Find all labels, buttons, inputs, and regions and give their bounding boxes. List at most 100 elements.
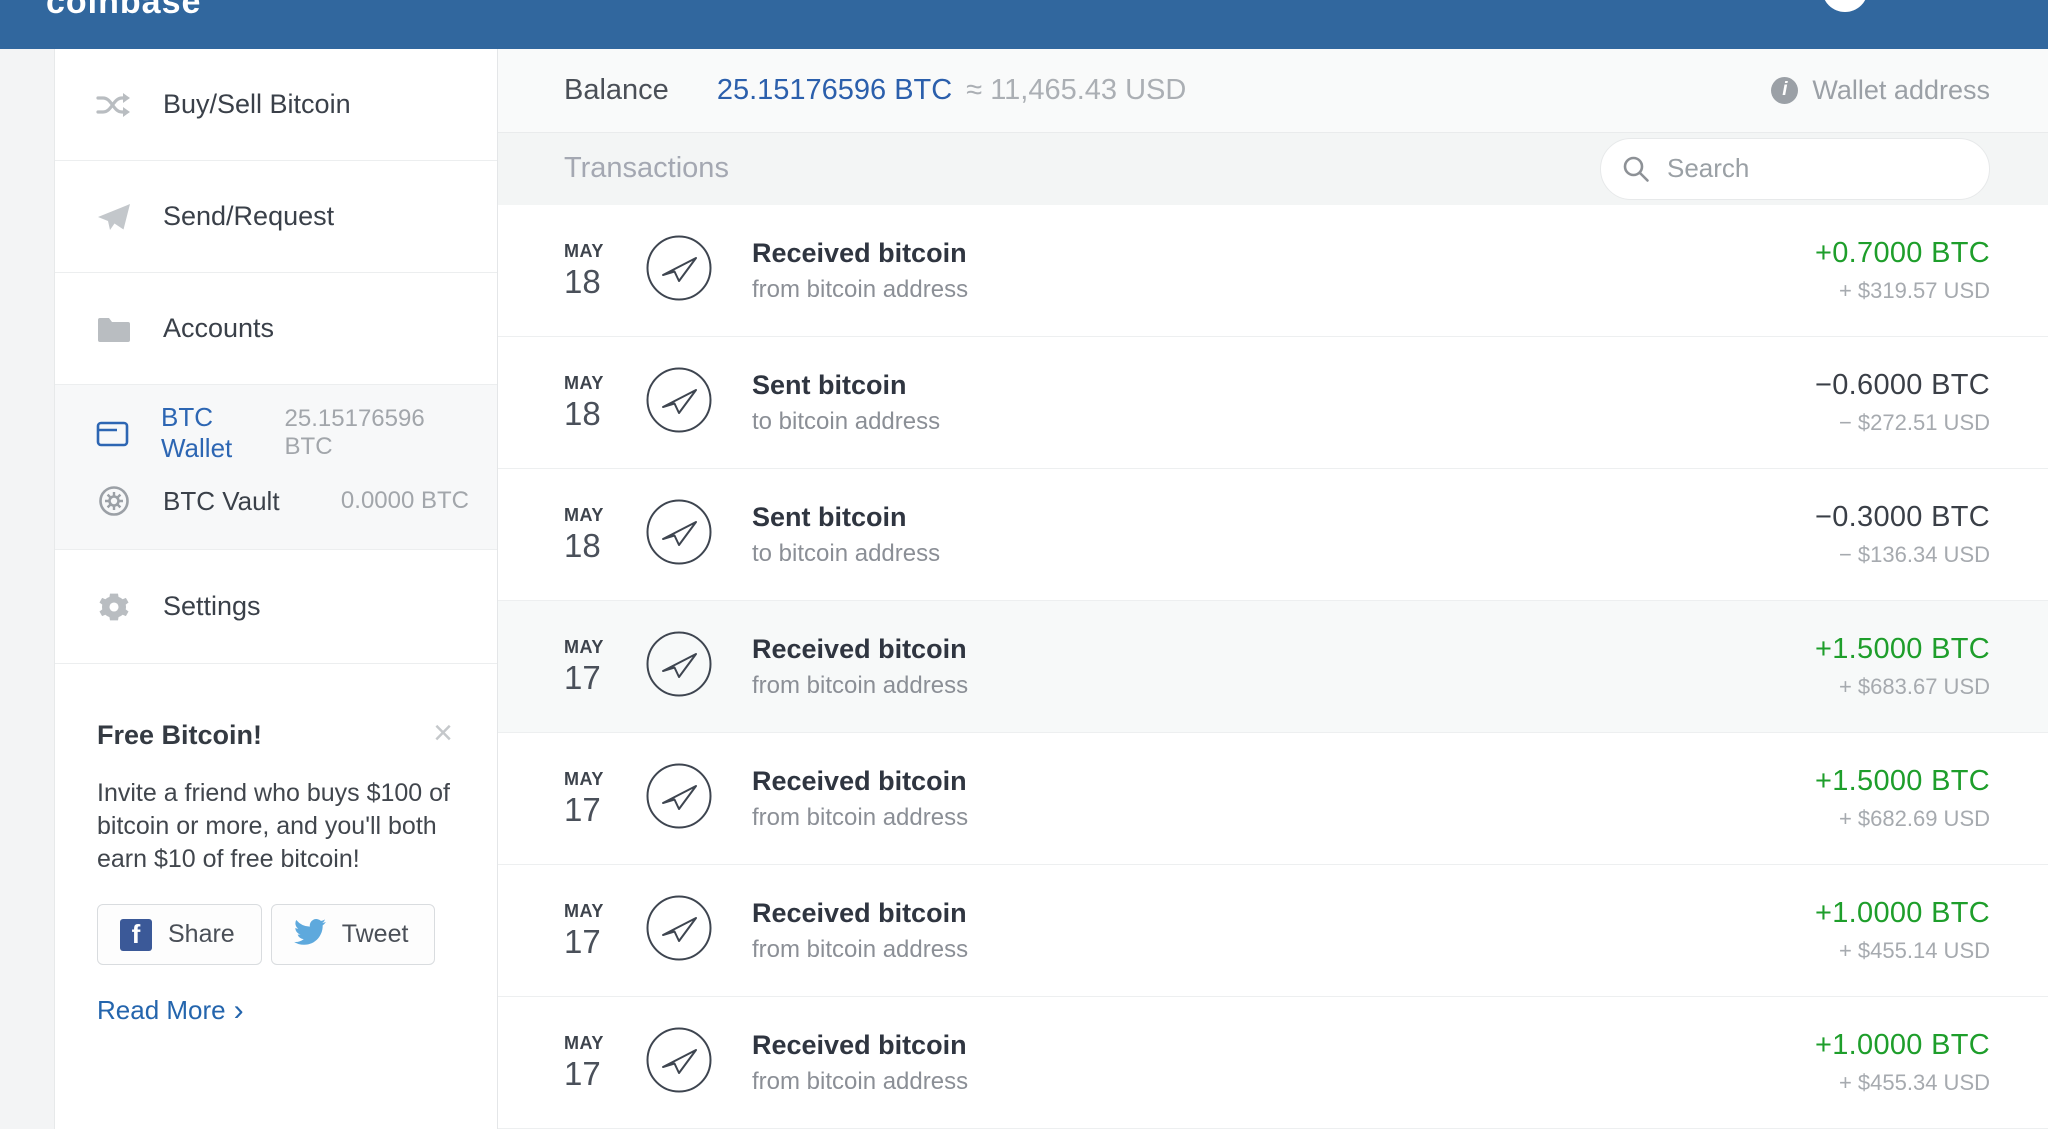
sidebar-item-accounts[interactable]: Accounts (55, 273, 497, 385)
paper-plane-circle-icon (646, 235, 712, 306)
wallet-address-link[interactable]: i Wallet address (1771, 75, 1990, 106)
transaction-month: MAY (564, 900, 604, 921)
accounts-group: BTC Wallet 25.15176596 BTC BTC Vault 0.0… (55, 385, 497, 550)
shuffle-icon (95, 90, 133, 120)
transaction-amount-usd: + $455.34 USD (1838, 1070, 1990, 1095)
transaction-subtitle: from bitcoin address (752, 275, 969, 303)
sidebar-item-settings[interactable]: Settings (55, 550, 497, 664)
transaction-amount-btc: −0.3000 BTC (1815, 501, 1990, 533)
tweet-button[interactable]: Tweet (270, 904, 436, 965)
read-more-link[interactable]: Read More › (97, 995, 244, 1026)
twitter-icon (293, 918, 326, 951)
transaction-row[interactable]: MAY 18 Sent bitcoin to bitcoin address (498, 469, 2048, 601)
transactions-list: MAY 18 Received bitcoin from bitcoin add… (498, 205, 2048, 1129)
sidebar-item-label: Settings (163, 591, 261, 621)
transaction-row[interactable]: MAY 17 Received bitcoin from bitcoin add… (498, 997, 2048, 1129)
search-input[interactable] (1600, 137, 1990, 200)
transaction-amount-btc: −0.6000 BTC (1815, 369, 1990, 401)
transaction-subtitle: to bitcoin address (752, 539, 941, 567)
transaction-day: 18 (564, 526, 601, 564)
transaction-amount-usd: + $319.57 USD (1838, 278, 1990, 303)
left-gutter (0, 49, 55, 1129)
transaction-amount-btc: +0.7000 BTC (1815, 237, 1990, 269)
transaction-row[interactable]: MAY 18 Sent bitcoin to bitcoin address (498, 337, 2048, 469)
sidebar-item-label: Buy/Sell Bitcoin (163, 89, 351, 119)
transaction-date: MAY 17 (564, 637, 646, 697)
sidebar-item-btc-vault[interactable]: BTC Vault 0.0000 BTC (55, 467, 497, 535)
sidebar-item-send-request[interactable]: Send/Request (55, 161, 497, 273)
folder-icon (95, 315, 133, 343)
wallet-icon (95, 418, 131, 448)
gear-icon (95, 591, 133, 623)
transaction-title: Sent bitcoin (752, 369, 907, 400)
coinbase-logo[interactable]: coinbase (46, 0, 202, 21)
vault-icon (95, 484, 133, 518)
transaction-day: 17 (564, 790, 601, 828)
main-content: Balance 25.15176596 BTC ≈ 11,465.43 USD … (498, 49, 2048, 1129)
paper-plane-circle-icon (646, 499, 712, 570)
transaction-amount-btc: +1.5000 BTC (1815, 765, 1990, 797)
read-more-label: Read More (97, 995, 226, 1025)
paper-plane-circle-icon (646, 895, 712, 966)
tweet-button-label: Tweet (341, 920, 409, 948)
promo-body-text: Invite a friend who buys $100 of bitcoin… (97, 779, 451, 873)
transaction-month: MAY (564, 768, 604, 789)
transaction-title: Received bitcoin (752, 237, 967, 268)
transaction-date: MAY 17 (564, 1033, 646, 1093)
transaction-title: Received bitcoin (752, 1029, 967, 1060)
transaction-month: MAY (564, 1032, 604, 1053)
transaction-row[interactable]: MAY 18 Received bitcoin from bitcoin add… (498, 205, 2048, 337)
close-icon[interactable]: × (433, 714, 453, 752)
transaction-amount-usd: + $683.67 USD (1838, 674, 1990, 699)
sidebar-item-btc-wallet[interactable]: BTC Wallet 25.15176596 BTC (55, 399, 497, 467)
transaction-day: 17 (564, 658, 601, 696)
transaction-month: MAY (564, 636, 604, 657)
transaction-title: Sent bitcoin (752, 501, 907, 532)
paper-plane-icon (95, 202, 133, 232)
transaction-row[interactable]: MAY 17 Received bitcoin from bitcoin add… (498, 601, 2048, 733)
balance-btc-amount[interactable]: 25.15176596 BTC (716, 73, 953, 106)
transaction-amount-usd: − $272.51 USD (1838, 410, 1990, 435)
info-icon: i (1771, 76, 1799, 104)
paper-plane-circle-icon (646, 763, 712, 834)
transaction-amount-usd: + $682.69 USD (1838, 806, 1990, 831)
transactions-header: Transactions (498, 132, 2048, 205)
facebook-share-button[interactable]: f Share (97, 904, 262, 965)
vault-balance: 0.0000 BTC (340, 487, 469, 514)
transaction-title: Received bitcoin (752, 765, 967, 796)
transaction-date: MAY 18 (564, 373, 646, 433)
transaction-date: MAY 18 (564, 505, 646, 565)
avatar[interactable] (1822, 0, 1868, 12)
sidebar-item-label: BTC Vault (163, 485, 280, 516)
transaction-subtitle: from bitcoin address (752, 671, 969, 699)
transaction-amount-usd: + $455.14 USD (1838, 938, 1990, 963)
transaction-row[interactable]: MAY 17 Received bitcoin from bitcoin add… (498, 865, 2048, 997)
transaction-subtitle: from bitcoin address (752, 803, 969, 831)
transaction-day: 18 (564, 262, 601, 300)
top-header-bar: coinbase (0, 0, 2048, 49)
search-box (1600, 137, 1990, 200)
transaction-day: 17 (564, 922, 601, 960)
transactions-title: Transactions (564, 152, 729, 185)
transaction-amount-btc: +1.5000 BTC (1815, 633, 1990, 665)
transaction-row[interactable]: MAY 17 Received bitcoin from bitcoin add… (498, 733, 2048, 865)
sidebar: Buy/Sell Bitcoin Send/Request Accounts (55, 49, 498, 1129)
balance-label: Balance (564, 73, 669, 106)
chevron-right-icon: › (233, 993, 244, 1027)
transaction-day: 18 (564, 394, 601, 432)
transaction-amount-btc: +1.0000 BTC (1815, 1029, 1990, 1061)
transaction-amount-usd: − $136.34 USD (1838, 542, 1990, 567)
transaction-month: MAY (564, 504, 604, 525)
paper-plane-circle-icon (646, 1027, 712, 1098)
sidebar-item-buy-sell[interactable]: Buy/Sell Bitcoin (55, 49, 497, 161)
transaction-date: MAY 17 (564, 901, 646, 961)
transaction-day: 17 (564, 1054, 601, 1092)
promo-title: Free Bitcoin! (97, 720, 263, 750)
transaction-amount-btc: +1.0000 BTC (1815, 897, 1990, 929)
share-button-label: Share (168, 920, 235, 948)
transaction-date: MAY 17 (564, 769, 646, 829)
wallet-balance: 25.15176596 BTC (284, 405, 425, 460)
balance-usd-approx: ≈ 11,465.43 USD (966, 73, 1187, 106)
transaction-subtitle: from bitcoin address (752, 935, 969, 963)
paper-plane-circle-icon (646, 631, 712, 702)
